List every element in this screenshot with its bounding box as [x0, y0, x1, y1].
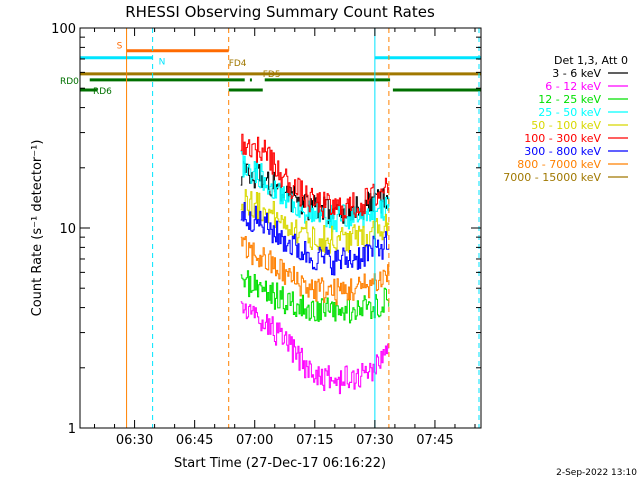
x-tick-label-07-15: 07:15	[296, 433, 333, 448]
axis-ticks: 06:30 06:45 07:00 07:15 07:30 07:45 1 10 100	[51, 22, 481, 448]
x-tick-label-07-00: 07:00	[236, 433, 273, 448]
plot-frame	[79, 27, 482, 429]
flag-label-n: N	[159, 58, 166, 68]
series-line-12-25-kev	[240, 270, 390, 324]
legend-label-25-50-kev: 25 - 50 keV	[538, 106, 601, 119]
series-line-300-800-kev	[240, 202, 390, 276]
flag-label-s: S	[117, 42, 123, 52]
x-tick-label-07-30: 07:30	[356, 433, 393, 448]
legend-label-12-25-kev: 12 - 25 keV	[538, 93, 601, 106]
marker-layer	[79, 28, 480, 428]
x-axis-label: Start Time (27-Dec-17 06:16:22)	[174, 456, 386, 471]
legend-label-300-800-kev: 300 - 800 keV	[524, 145, 601, 158]
series-layer	[240, 133, 390, 395]
chart-title: RHESSI Observing Summary Count Rates	[125, 3, 435, 21]
y-tick-label-1: 1	[68, 422, 76, 437]
footer-date: 2-Sep-2022 13:10	[556, 468, 637, 478]
series-line-50-100-kev	[240, 189, 390, 254]
legend-label-6-12-kev: 6 - 12 keV	[545, 80, 601, 93]
series-line-6-12-kev	[240, 301, 390, 395]
legend-label-3-6-kev: 3 - 6 keV	[552, 67, 601, 80]
flag-layer: S N FD4 FD5 RD0 RD6	[60, 42, 481, 97]
y-tick-label-10: 10	[59, 222, 76, 237]
series-line-100-300-kev	[240, 133, 390, 222]
x-tick-label-07-45: 07:45	[416, 433, 453, 448]
flag-label-rd6: RD6	[93, 87, 112, 97]
series-line-800-7000-kev	[240, 236, 390, 306]
y-tick-label-100: 100	[51, 22, 76, 37]
legend-label-800-7000-kev: 800 - 7000 keV	[517, 158, 601, 171]
legend-header: Det 1,3, Att 0	[554, 54, 628, 67]
flag-label-fd5: FD5	[263, 70, 281, 80]
flag-label-rd0: RD0	[60, 77, 79, 87]
legend-label-100-300-kev: 100 - 300 keV	[524, 132, 601, 145]
legend-label-50-100-kev: 50 - 100 keV	[531, 119, 601, 132]
x-tick-label-06-30: 06:30	[116, 433, 153, 448]
x-tick-label-06-45: 06:45	[176, 433, 213, 448]
flag-label-fd4: FD4	[229, 59, 247, 69]
legend-label-7000-15000-kev: 7000 - 15000 keV	[503, 171, 601, 184]
y-axis-label: Count Rate (s⁻¹ detector⁻¹)	[30, 140, 45, 317]
